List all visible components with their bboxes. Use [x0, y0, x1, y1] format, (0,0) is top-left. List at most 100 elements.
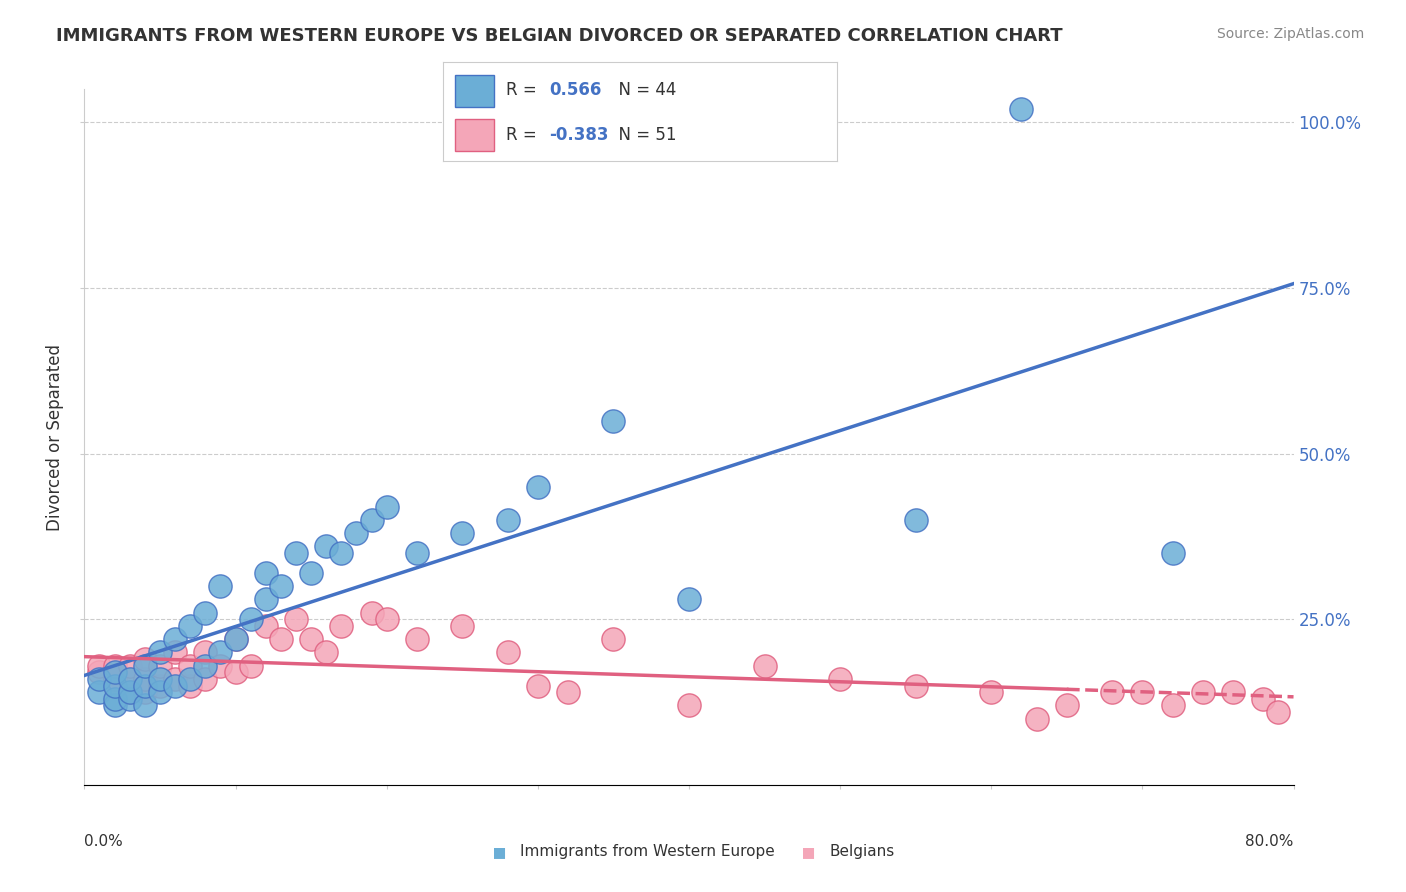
Point — [194, 606, 217, 620]
Point — [194, 672, 217, 686]
Text: 80.0%: 80.0% — [1246, 834, 1294, 848]
Point — [299, 632, 322, 647]
Y-axis label: Divorced or Separated: Divorced or Separated — [46, 343, 65, 531]
Point — [1192, 685, 1215, 699]
Text: -0.383: -0.383 — [550, 126, 609, 144]
Text: Immigrants from Western Europe: Immigrants from Western Europe — [520, 845, 775, 859]
Point — [194, 645, 217, 659]
Text: R =: R = — [506, 81, 541, 99]
Point — [209, 645, 232, 659]
Point — [330, 619, 353, 633]
Text: Source: ZipAtlas.com: Source: ZipAtlas.com — [1216, 27, 1364, 41]
Point — [346, 526, 368, 541]
Point — [209, 579, 232, 593]
Point — [406, 546, 429, 560]
Point — [496, 645, 519, 659]
Point — [360, 606, 382, 620]
Text: ▪: ▪ — [492, 842, 508, 862]
Point — [149, 645, 172, 659]
Point — [225, 632, 247, 647]
Text: N = 51: N = 51 — [609, 126, 676, 144]
Point — [1161, 546, 1184, 560]
Point — [1222, 685, 1244, 699]
Point — [104, 698, 127, 713]
Point — [406, 632, 429, 647]
Point — [89, 685, 111, 699]
Point — [830, 672, 852, 686]
Point — [754, 658, 776, 673]
Point — [118, 685, 141, 699]
Text: R =: R = — [506, 126, 541, 144]
Point — [134, 698, 156, 713]
Point — [225, 665, 247, 680]
Point — [602, 632, 624, 647]
Point — [285, 546, 308, 560]
Point — [496, 513, 519, 527]
Point — [330, 546, 353, 560]
Point — [149, 679, 172, 693]
Point — [149, 658, 172, 673]
Point — [678, 592, 700, 607]
Point — [104, 679, 127, 693]
Point — [1025, 712, 1047, 726]
Point — [299, 566, 322, 580]
Point — [134, 652, 156, 666]
Point — [134, 679, 156, 693]
Point — [904, 679, 927, 693]
Point — [527, 679, 550, 693]
Text: N = 44: N = 44 — [609, 81, 676, 99]
Point — [225, 632, 247, 647]
Point — [179, 658, 201, 673]
Point — [254, 619, 277, 633]
Point — [315, 540, 337, 554]
Point — [557, 685, 579, 699]
Point — [1267, 705, 1289, 719]
Point — [904, 513, 927, 527]
Point — [134, 685, 156, 699]
Point — [1011, 102, 1033, 116]
Text: 0.566: 0.566 — [550, 81, 602, 99]
Point — [104, 691, 127, 706]
Point — [118, 658, 141, 673]
Point — [527, 480, 550, 494]
Point — [451, 619, 474, 633]
Point — [980, 685, 1002, 699]
Point — [165, 632, 187, 647]
Point — [194, 658, 217, 673]
Point — [104, 679, 127, 693]
Bar — [454, 75, 494, 106]
Point — [239, 658, 262, 673]
Point — [270, 579, 292, 593]
Point — [104, 658, 127, 673]
Text: Belgians: Belgians — [830, 845, 894, 859]
Point — [149, 685, 172, 699]
Point — [1161, 698, 1184, 713]
Bar — [454, 120, 494, 151]
Point — [134, 672, 156, 686]
Point — [270, 632, 292, 647]
Point — [118, 685, 141, 699]
Point — [104, 672, 127, 686]
Point — [602, 413, 624, 427]
Point — [315, 645, 337, 659]
Point — [678, 698, 700, 713]
Point — [149, 672, 172, 686]
Point — [1101, 685, 1123, 699]
Text: IMMIGRANTS FROM WESTERN EUROPE VS BELGIAN DIVORCED OR SEPARATED CORRELATION CHAR: IMMIGRANTS FROM WESTERN EUROPE VS BELGIA… — [56, 27, 1063, 45]
Point — [285, 612, 308, 626]
Point — [239, 612, 262, 626]
Point — [209, 658, 232, 673]
Point — [89, 665, 111, 680]
Point — [165, 645, 187, 659]
Point — [179, 672, 201, 686]
Point — [1253, 691, 1275, 706]
Point — [165, 672, 187, 686]
Point — [375, 612, 398, 626]
Text: 0.0%: 0.0% — [84, 834, 124, 848]
Point — [179, 619, 201, 633]
Text: ▪: ▪ — [801, 842, 817, 862]
Point — [254, 592, 277, 607]
Point — [451, 526, 474, 541]
Point — [118, 672, 141, 686]
Point — [179, 679, 201, 693]
